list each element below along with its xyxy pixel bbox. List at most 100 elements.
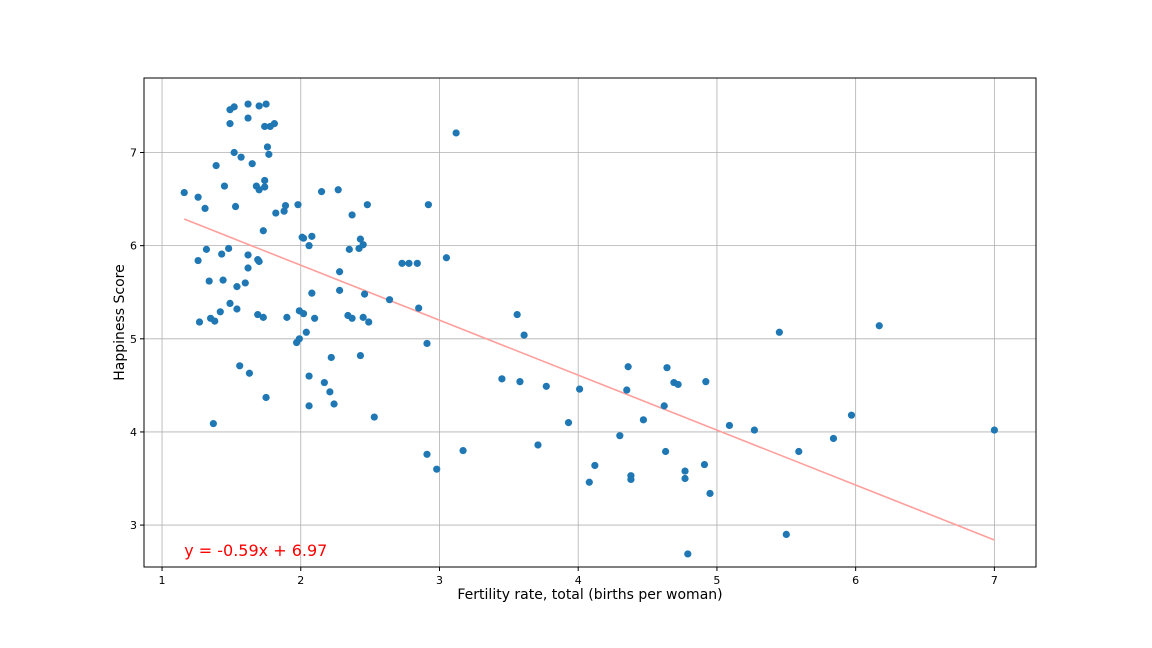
data-point (255, 186, 263, 194)
data-point (348, 211, 356, 219)
grid-lines (144, 78, 1036, 567)
data-point (294, 201, 302, 209)
data-point (829, 434, 838, 443)
data-point (662, 447, 670, 456)
data-point (244, 114, 252, 122)
data-point (194, 256, 202, 265)
data-point (564, 419, 573, 427)
data-point (363, 201, 371, 209)
data-point (209, 419, 217, 428)
data-point (433, 465, 441, 473)
data-point (624, 363, 632, 371)
data-point (591, 461, 599, 470)
y-tick-label: 6 (130, 240, 137, 253)
data-point (359, 241, 367, 249)
x-tick-label: 6 (852, 574, 859, 587)
data-point (847, 411, 856, 419)
data-point (405, 259, 413, 267)
data-point (233, 283, 241, 291)
data-point (681, 467, 689, 475)
regression-equation-label: y = -0.59x + 6.97 (184, 541, 327, 560)
data-point (516, 378, 524, 386)
data-point (236, 362, 244, 370)
data-point (674, 380, 682, 389)
data-point (415, 304, 423, 312)
data-point (202, 245, 211, 253)
data-point (270, 120, 279, 128)
data-point (520, 331, 528, 339)
data-point (245, 369, 254, 377)
data-point (663, 364, 671, 372)
data-point (725, 421, 734, 430)
data-point (244, 251, 252, 259)
data-point (320, 378, 328, 387)
data-point (356, 351, 365, 360)
data-point (684, 550, 692, 558)
data-point (255, 102, 263, 110)
data-point (326, 388, 334, 396)
data-point (255, 257, 263, 266)
data-point (280, 207, 288, 215)
data-point (262, 393, 270, 402)
data-point (233, 305, 241, 313)
data-point (660, 402, 668, 410)
data-point (230, 148, 238, 157)
data-point (226, 106, 234, 114)
data-point (272, 209, 280, 217)
data-point (336, 268, 344, 276)
data-point (534, 441, 542, 449)
data-point (226, 299, 234, 308)
data-point (281, 202, 290, 210)
y-tick-label: 7 (130, 147, 137, 160)
data-point (194, 193, 202, 201)
data-point (423, 339, 431, 348)
data-point (263, 143, 272, 151)
data-point (261, 183, 269, 191)
y-tick-label: 5 (130, 333, 137, 346)
x-tick-label: 2 (297, 574, 304, 587)
y-axis-title: Happiness Score (112, 264, 128, 381)
data-point (360, 290, 369, 298)
data-point (205, 277, 213, 285)
data-point (212, 161, 220, 170)
data-point (218, 250, 226, 258)
data-point (345, 245, 353, 253)
x-axis-title: Fertility rate, total (births per woman) (457, 587, 722, 603)
x-tick-label: 3 (436, 574, 443, 587)
y-tick-label: 3 (130, 519, 137, 532)
data-point (423, 450, 431, 458)
data-point (244, 264, 252, 272)
data-point (308, 232, 316, 240)
data-point (305, 242, 313, 250)
data-point (305, 372, 313, 380)
data-point (413, 259, 421, 267)
x-tick-label: 4 (575, 574, 582, 587)
data-point (385, 296, 394, 304)
data-point (305, 402, 313, 410)
data-point (706, 489, 714, 498)
trend-line-layer (183, 218, 995, 541)
data-point (226, 120, 234, 128)
data-point (180, 188, 188, 197)
data-point (616, 432, 624, 440)
data-point (398, 259, 406, 267)
data-point (750, 426, 758, 434)
regression-line (183, 218, 995, 541)
data-point (220, 182, 229, 190)
data-point (311, 314, 319, 322)
data-point (308, 289, 316, 297)
data-point (700, 460, 709, 469)
data-point (359, 313, 367, 321)
data-point (424, 201, 432, 209)
data-point (639, 416, 648, 424)
data-point (216, 308, 224, 316)
data-point (299, 310, 308, 318)
data-point (681, 474, 689, 483)
data-point (795, 447, 803, 456)
y-axis-ticks: 3 4 5 6 7 (130, 147, 144, 532)
data-point (241, 279, 249, 287)
data-point (356, 235, 365, 243)
data-point (459, 446, 467, 455)
data-point (365, 318, 373, 326)
